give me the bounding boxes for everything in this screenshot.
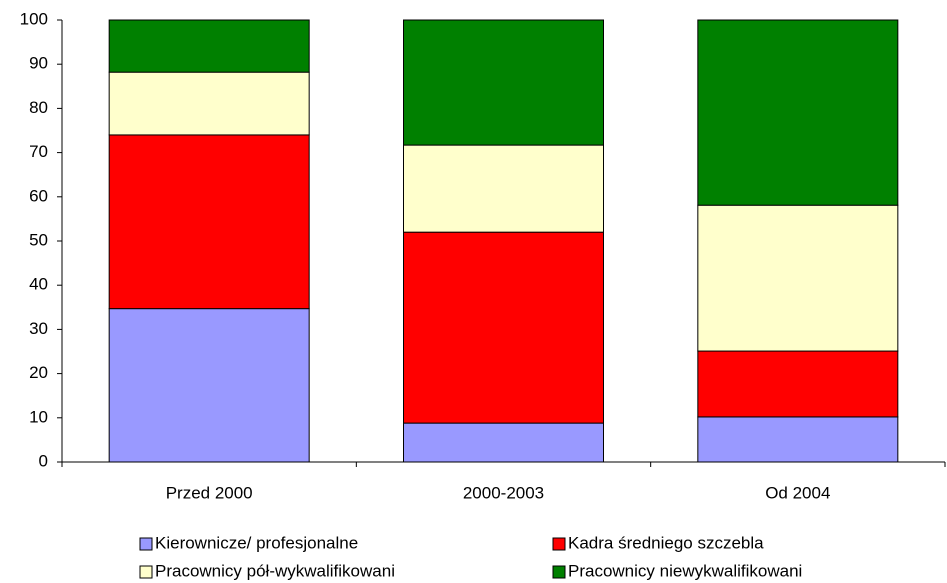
y-tick-label: 40 <box>29 275 48 294</box>
y-tick-label: 50 <box>29 230 48 249</box>
bar-segment <box>108 71 310 136</box>
legend-label: Kadra średniego szczebla <box>568 533 764 552</box>
y-tick-label: 100 <box>20 9 48 28</box>
bar-segment <box>403 422 604 463</box>
bar-segment <box>697 204 899 352</box>
legend-label: Pracownicy niewykwalifikowani <box>568 561 802 580</box>
legend-label: Kierownicze/ profesjonalne <box>155 533 358 552</box>
y-tick-label: 10 <box>29 407 48 426</box>
x-tick-label: Od 2004 <box>765 483 830 502</box>
legend-swatch <box>552 565 566 579</box>
bar-segment <box>108 308 310 463</box>
legend-swatch <box>139 537 153 551</box>
bar-segment <box>403 19 604 146</box>
y-tick-label: 0 <box>39 451 48 470</box>
y-tick-label: 90 <box>29 54 48 73</box>
y-tick-label: 20 <box>29 363 48 382</box>
bar-segment <box>403 144 604 233</box>
bar-segment <box>697 416 899 463</box>
bar-segment <box>403 231 604 424</box>
bar-segment <box>108 19 310 73</box>
y-tick-label: 60 <box>29 186 48 205</box>
bar-segment <box>697 19 899 206</box>
bar-segment <box>697 350 899 418</box>
x-tick-label: 2000-2003 <box>463 483 544 502</box>
legend-label: Pracownicy pół-wykwalifikowani <box>155 561 395 580</box>
y-tick-label: 70 <box>29 142 48 161</box>
y-tick-label: 80 <box>29 98 48 117</box>
legend-swatch <box>552 537 566 551</box>
legend-swatch <box>139 565 153 579</box>
bar-segment <box>108 134 310 310</box>
y-tick-label: 30 <box>29 319 48 338</box>
x-tick-label: Przed 2000 <box>166 483 253 502</box>
